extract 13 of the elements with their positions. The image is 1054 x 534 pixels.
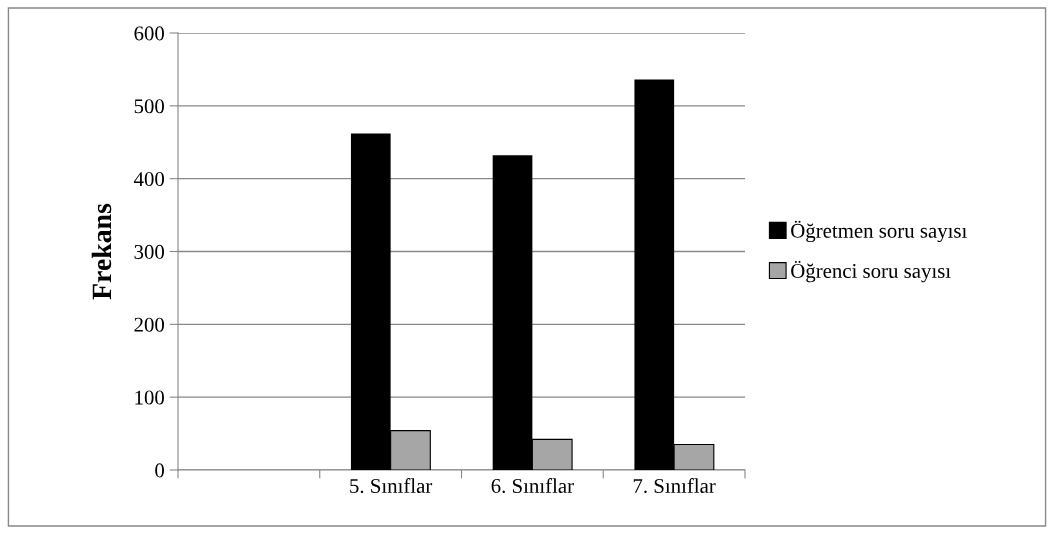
x-tick-label: 6. Sınıflar: [491, 478, 574, 494]
legend-label: Öğretmen soru sayısı: [791, 220, 967, 243]
legend-label: Öğrenci soru sayısı: [791, 260, 951, 283]
y-axis-title: Frekans: [91, 203, 112, 300]
x-tick-label: 7. Sınıflar: [633, 478, 716, 494]
y-tick-label: 500: [134, 99, 165, 114]
x-tick-label: 5. Sınıflar: [350, 478, 433, 494]
y-tick-label: 600: [134, 26, 165, 41]
y-tick-label: 200: [134, 317, 165, 332]
y-tick-label: 0: [155, 463, 165, 478]
y-tick-label: 100: [135, 390, 165, 405]
y-tick-label: 300: [134, 244, 165, 259]
y-tick-label: 400: [133, 172, 165, 187]
